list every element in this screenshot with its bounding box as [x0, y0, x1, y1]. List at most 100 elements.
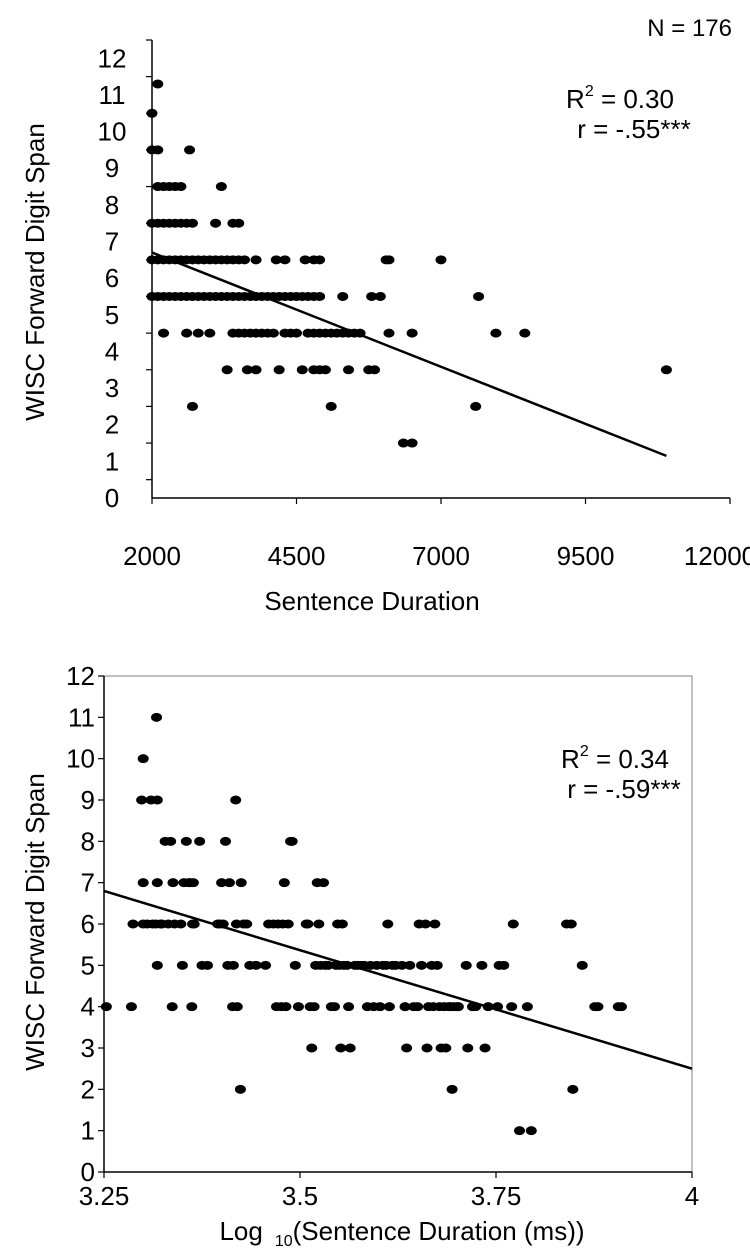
- chart1-point: [192, 328, 204, 338]
- chart2-y-tick-label: 8: [81, 826, 95, 856]
- chart1-r2-annotation: R2 = 0.30: [566, 83, 674, 114]
- chart2-point: [396, 960, 408, 970]
- chart2-x-tick-label: 3.25: [79, 1181, 130, 1211]
- chart1-point: [175, 182, 187, 192]
- chart2-point: [278, 878, 290, 888]
- chart1-point: [319, 365, 331, 375]
- chart1-point: [267, 328, 279, 338]
- chart1-point: [314, 291, 326, 301]
- chart1-r2-value: = 0.30: [594, 84, 674, 114]
- chart1-point: [250, 365, 262, 375]
- chart2-point: [235, 878, 247, 888]
- chart2-point: [151, 712, 163, 722]
- chart1-point: [470, 401, 482, 411]
- chart1-point: [158, 328, 170, 338]
- chart1-point: [215, 182, 227, 192]
- chart2-r2-superscript: 2: [580, 743, 589, 760]
- chart1-point: [490, 328, 502, 338]
- chart2-point: [335, 1043, 347, 1053]
- chart2-y-tick-label: 11: [68, 702, 95, 732]
- chart2-point: [576, 960, 588, 970]
- chart2-point: [167, 878, 179, 888]
- chart2-point: [241, 919, 253, 929]
- chart2-y-tick-label: 5: [81, 950, 95, 980]
- chart1-trendline: [151, 251, 667, 458]
- chart2-point: [292, 1002, 304, 1012]
- chart2-point: [220, 836, 232, 846]
- sample-size-label: N = 176: [647, 15, 732, 42]
- chart1-point: [366, 291, 378, 301]
- chart1-point: [146, 108, 158, 118]
- chart2-point: [343, 1002, 355, 1012]
- chart2-point: [492, 1002, 504, 1012]
- chart2-xlabel: Log 10(Sentence Duration (ms)): [219, 1216, 584, 1250]
- chart2-point: [498, 960, 510, 970]
- chart1-y-tick-label: 8: [105, 190, 119, 220]
- chart2-xlabel-main: Log: [219, 1216, 262, 1246]
- chart1-point: [314, 255, 326, 265]
- chart2-point: [565, 919, 577, 929]
- chart2-y-tick-label: 10: [66, 744, 95, 774]
- chart1-point: [343, 365, 355, 375]
- chart2-point: [176, 960, 188, 970]
- chart2-trendline: [103, 889, 693, 1070]
- chart2-point: [421, 1043, 433, 1053]
- chart2-point: [399, 1002, 411, 1012]
- chart2-point: [401, 1043, 413, 1053]
- chart1-x-tick-label: 9500: [557, 541, 615, 571]
- chart1-point: [279, 255, 291, 265]
- chart1-x-tick-label: 12000: [684, 541, 750, 571]
- chart2-point: [231, 1002, 243, 1012]
- chart2-point: [383, 1002, 395, 1012]
- chart1-point: [337, 291, 349, 301]
- chart1-point: [406, 328, 418, 338]
- chart1-point: [383, 328, 395, 338]
- chart2-point: [188, 919, 200, 929]
- chart1-r-annotation: r = -.55***: [577, 114, 690, 144]
- chart1-y-tick-label: 2: [105, 410, 119, 440]
- chart2-point: [302, 919, 314, 929]
- chart1-point: [152, 79, 164, 89]
- chart2-point: [416, 960, 428, 970]
- chart2-point: [440, 1043, 452, 1053]
- chart2-y-tick-label: 4: [81, 992, 95, 1022]
- chart2-y-tick-label: 9: [81, 785, 95, 815]
- chart1-r2-superscript: 2: [585, 83, 594, 100]
- chart1-point: [270, 255, 282, 265]
- chart2-x-tick-label: 4: [685, 1181, 699, 1211]
- chart1-point: [325, 401, 337, 411]
- chart2-point: [567, 1084, 579, 1094]
- chart2-point: [336, 919, 348, 929]
- chart1-point: [221, 365, 233, 375]
- chart2-point: [166, 1002, 178, 1012]
- chart2-y-tick-label: 7: [81, 868, 95, 898]
- chart2-point: [136, 795, 148, 805]
- chart1-ylabel: WISC Forward Digit Span: [20, 123, 50, 421]
- chart2-point: [446, 1084, 458, 1094]
- chart2-point: [165, 836, 177, 846]
- chart2-point: [525, 1126, 537, 1136]
- chart2-point: [429, 919, 441, 929]
- chart1-y-tick-label: 7: [105, 227, 119, 257]
- chart1-y-tick-label: 10: [98, 117, 127, 147]
- chart2-point: [280, 1002, 292, 1012]
- chart1-point: [233, 218, 245, 228]
- chart1-point: [186, 401, 198, 411]
- chart2-point: [382, 919, 394, 929]
- chart2-point: [592, 1002, 604, 1012]
- chart1-point: [204, 328, 216, 338]
- chart1-point: [406, 438, 418, 448]
- chart2-xlabel-rest: (Sentence Duration (ms)): [293, 1216, 585, 1246]
- chart1-y-tick-label: 0: [105, 483, 119, 513]
- chart1-point: [374, 291, 386, 301]
- chart2-point: [476, 960, 488, 970]
- chart2-point: [230, 795, 242, 805]
- chart2-point: [341, 960, 353, 970]
- chart2-point: [282, 919, 294, 929]
- chart2-point: [216, 878, 228, 888]
- chart1-r2-symbol: R: [566, 84, 585, 114]
- chart2-point: [127, 919, 139, 929]
- chart1-y-tick-label: 1: [105, 446, 119, 476]
- chart1-x-tick-label: 7000: [412, 541, 470, 571]
- chart1-xlabel: Sentence Duration: [264, 586, 479, 616]
